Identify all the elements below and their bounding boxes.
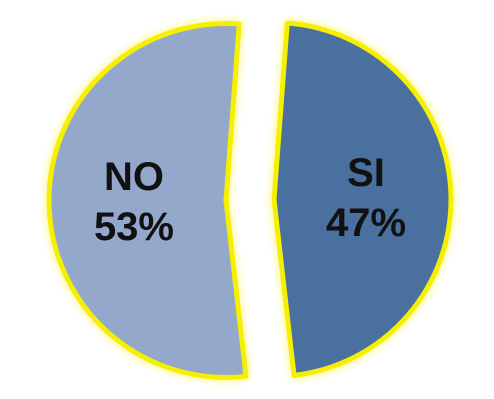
pie-slices (46, 20, 454, 380)
pie-slice-no (46, 20, 249, 380)
pie-labels: SI 47% NO 53% (94, 151, 406, 249)
slice-percent-no: 53% (94, 205, 174, 249)
slice-label-si: SI (347, 151, 385, 195)
pie-slice-si (271, 20, 454, 378)
slice-percent-si: 47% (326, 201, 406, 245)
slice-label-no: NO (104, 155, 164, 199)
